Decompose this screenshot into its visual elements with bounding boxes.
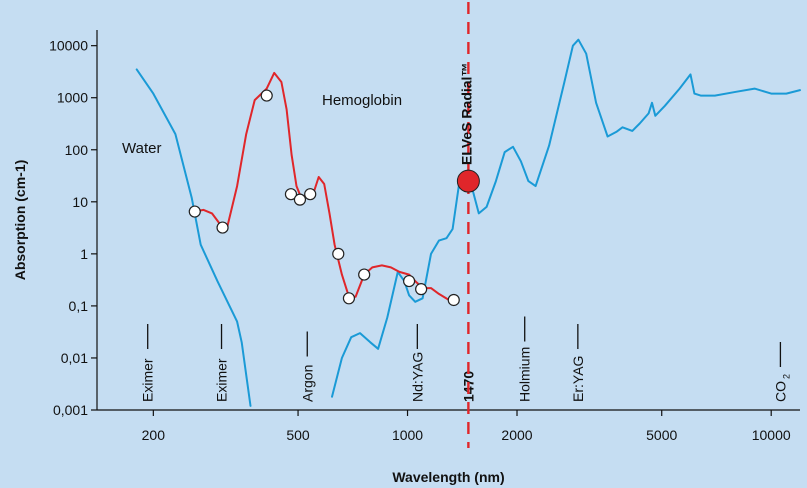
- laser-label: Er:YAG: [570, 356, 586, 402]
- laser-marker: Nd:YAG: [409, 324, 425, 402]
- y-tick-label: 0,001: [53, 402, 88, 418]
- hemoglobin-data-point: [332, 247, 345, 260]
- x-tick-label: 5000: [646, 427, 677, 443]
- y-tick-label: 1000: [57, 90, 88, 106]
- laser-label-subscript: 2: [781, 374, 791, 379]
- laser-marker: Er:YAG: [570, 324, 586, 402]
- laser-label: Nd:YAG: [409, 352, 425, 402]
- x-tick-label: 2000: [501, 427, 532, 443]
- x-tick-label: 1000: [392, 427, 423, 443]
- y-axis-title: Absorption (cm-1): [12, 160, 28, 281]
- laser-marker: Eximer: [214, 324, 230, 402]
- y-tick-label: 0,01: [61, 350, 88, 366]
- laser-marker: Holmium: [517, 316, 533, 402]
- y-tick-label: 1: [80, 246, 88, 262]
- hemoglobin-data-point: [293, 193, 307, 206]
- y-tick-label: 0,1: [69, 298, 89, 314]
- hemoglobin-data-point: [342, 292, 356, 305]
- laser-label: CO2: [772, 374, 791, 402]
- laser-label: Eximer: [140, 358, 156, 402]
- x-tick-label: 10000: [752, 427, 791, 443]
- hemoglobin-data-point: [447, 293, 460, 307]
- hemoglobin-data-point: [304, 188, 317, 201]
- y-tick-label: 10: [72, 194, 88, 210]
- hemoglobin-curve-label: Hemoglobin: [322, 92, 402, 109]
- laser-marker: Argon: [299, 331, 315, 402]
- x-tick-label: 500: [286, 427, 310, 443]
- hemoglobin-data-point: [403, 274, 416, 288]
- laser-label: Argon: [299, 365, 315, 402]
- elves-1470-point: [456, 169, 480, 193]
- x-axis-title: Wavelength (nm): [392, 469, 504, 485]
- x-tick-label: 200: [142, 427, 166, 443]
- y-tick-label: 100: [65, 142, 89, 158]
- hemoglobin-data-point: [415, 283, 428, 296]
- hemoglobin-data-point: [260, 89, 273, 102]
- hemoglobin-data-point: [188, 205, 201, 218]
- water-curve: [331, 38, 801, 398]
- elves-radial-label: ELVeS Radial™: [458, 63, 474, 165]
- hemoglobin-data-point: [284, 188, 298, 201]
- hemoglobin-data-point: [216, 221, 229, 234]
- laser-marker: CO2: [772, 342, 791, 402]
- hemoglobin-data-point: [358, 268, 371, 281]
- laser-label: Eximer: [214, 358, 230, 402]
- water-curve: [135, 68, 252, 407]
- laser-label: Holmium: [517, 347, 533, 402]
- y-tick-label: 10000: [49, 38, 88, 54]
- laser-marker: Eximer: [140, 324, 156, 402]
- water-curve-label: Water: [122, 140, 161, 157]
